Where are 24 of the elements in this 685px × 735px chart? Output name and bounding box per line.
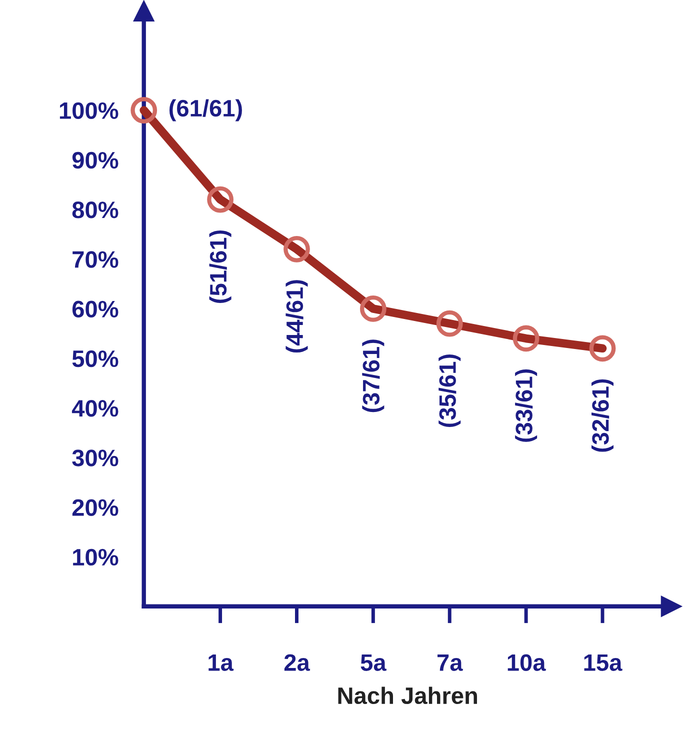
x-tick-label: 2a [284, 654, 310, 671]
data-label: (35/61) [438, 354, 461, 427]
y-tick-label: 100% [60, 102, 118, 120]
data-label: (32/61) [591, 379, 614, 452]
x-axis-title: Nach Jahren [338, 686, 477, 704]
x-tick-label: 7a [438, 654, 463, 671]
x-tick-label: 1a [208, 654, 234, 671]
y-tick-label: 70% [72, 251, 118, 268]
y-tick-label: 80% [72, 202, 118, 218]
y-tick-label: 50% [72, 350, 118, 368]
y-tick-label: 30% [72, 450, 118, 466]
x-tick-label: 15a [584, 654, 622, 671]
y-tick-label: 20% [72, 499, 118, 516]
y-tick-label: 90% [72, 152, 118, 169]
data-label: (44/61) [286, 280, 308, 353]
y-tick-label: 60% [72, 300, 118, 318]
data-label: (37/61) [362, 340, 384, 412]
y-tick-label: 40% [72, 400, 118, 417]
y-tick-label: 10% [73, 548, 118, 566]
x-tick-label: 5a [360, 654, 386, 671]
data-label: (51/61) [209, 230, 232, 303]
x-tick-label: 10a [508, 654, 546, 671]
data-label: (61/61) [169, 99, 242, 122]
data-label: (33/61) [515, 369, 538, 442]
